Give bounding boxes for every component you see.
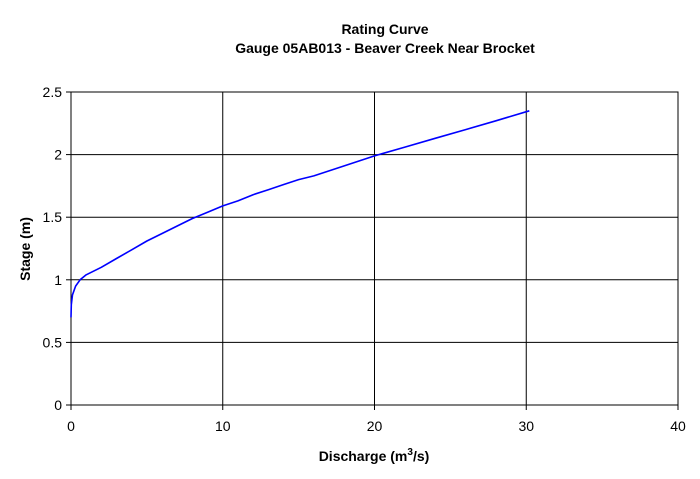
y-tick-label: 2.5: [43, 84, 63, 100]
chart-title: Rating Curve: [341, 21, 428, 37]
grid-lines: [70, 91, 679, 406]
chart-subtitle: Gauge 05AB013 - Beaver Creek Near Brocke…: [235, 40, 535, 56]
x-tick-label: 0: [67, 418, 75, 434]
y-tick-label: 1: [54, 272, 62, 288]
x-tick-label: 30: [518, 418, 534, 434]
rating-curve-line: [70, 110, 530, 318]
x-tick-label: 10: [215, 418, 231, 434]
y-tick-label: 2: [54, 147, 62, 163]
x-axis-label: Discharge (m3/s): [319, 447, 430, 464]
series-lines: [70, 110, 530, 318]
y-tick-label: 0: [54, 397, 62, 413]
y-tick-label: 1.5: [43, 209, 63, 225]
x-tick-label: 20: [367, 418, 383, 434]
y-axis-label: Stage (m): [17, 217, 33, 281]
y-tick-label: 0.5: [43, 334, 63, 350]
x-tick-label: 40: [670, 418, 686, 434]
tick-labels: 0 0.5 1 1.5 2 2.5 0 10 20 30 40: [43, 84, 686, 434]
